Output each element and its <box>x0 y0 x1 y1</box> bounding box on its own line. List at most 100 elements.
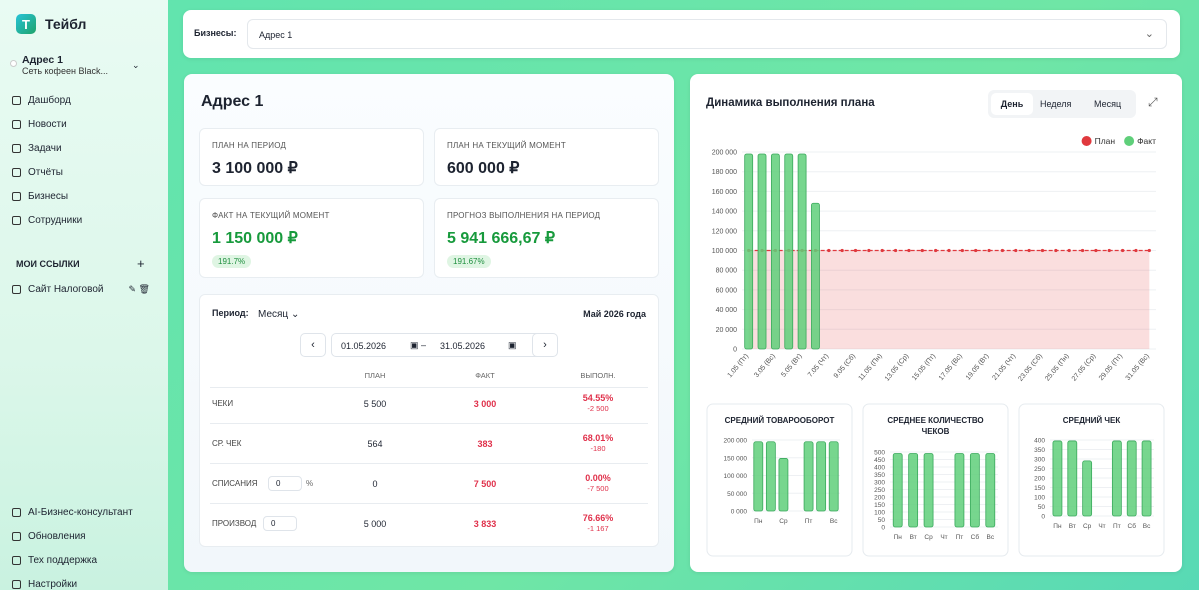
nav-item[interactable]: Дашборд <box>12 95 71 106</box>
x-tick-label: 23.05 (Сб) <box>1017 352 1044 383</box>
account-switcher[interactable]: Адрес 1 Сеть кофеен Black... <box>22 54 108 77</box>
plan-point <box>1080 248 1085 253</box>
y-tick-label: 0 000 <box>731 509 748 516</box>
row-input[interactable]: 0 <box>263 516 297 531</box>
row-plan: 564 <box>367 439 383 449</box>
date-to: 31.05.2026 <box>440 341 486 351</box>
y-tick-label: 450 <box>874 457 885 464</box>
x-tick-label: Пт <box>805 518 813 525</box>
table-header: ВЫПОЛН. <box>580 371 616 380</box>
separator <box>210 423 648 424</box>
links-title: МОИ ССЫЛКИ <box>16 259 80 269</box>
row-fact: 3 833 <box>473 519 497 529</box>
x-tick-label: 19.05 (Вт) <box>965 353 991 382</box>
small-chart-title: СРЕДНИЙ ТОВАРООБОРОТ <box>724 416 835 425</box>
prev-button[interactable]: ‹ <box>300 333 326 357</box>
nav-item[interactable]: Настройки <box>12 579 77 590</box>
y-tick-label: 150 000 <box>724 455 748 462</box>
row-name: СПИСАНИЯ <box>212 479 258 488</box>
plan-point <box>960 248 964 253</box>
y-tick-label: 140 000 <box>712 209 737 216</box>
expand-icon[interactable]: ⤢ <box>1148 95 1158 109</box>
x-tick-label: Чт <box>1098 523 1105 530</box>
bar <box>816 441 827 512</box>
nav-icon <box>12 216 21 225</box>
nav-item[interactable]: Тех поддержка <box>12 555 97 566</box>
filter-label: Бизнесы: <box>194 28 237 38</box>
stat-value: 3 100 000 ₽ <box>212 160 298 177</box>
x-tick-label: 13.05 (Ср) <box>884 353 911 383</box>
period-select[interactable]: Месяц ⌄ <box>258 309 299 320</box>
nav-text: Обновления <box>28 531 86 542</box>
plan-point <box>1054 248 1058 253</box>
x-tick-label: 1.05 (Пт) <box>727 353 751 379</box>
nav-item[interactable]: Бизнесы <box>12 191 68 202</box>
stat-card: ПЛАН НА ТЕКУЩИЙ МОМЕНТ 600 000 ₽ <box>434 128 659 186</box>
tab-active[interactable]: День <box>991 93 1033 115</box>
legend-label: Факт <box>1137 136 1156 146</box>
nav-text: Настройки <box>28 579 78 590</box>
x-tick-label: Ср <box>1083 523 1092 530</box>
bar <box>1052 440 1063 517</box>
y-tick-label: 120 000 <box>712 228 737 235</box>
nav-item[interactable]: Отчёты <box>12 167 63 178</box>
x-tick-label: Вт <box>910 534 917 541</box>
plan-point <box>934 248 938 253</box>
date-from: 01.05.2026 <box>341 341 387 351</box>
row-plan: 5 000 <box>363 519 387 529</box>
filter-select[interactable]: Адрес 1 ⌄ <box>247 19 1167 49</box>
row-name: СР. ЧЕК <box>212 439 242 448</box>
account-flag <box>10 60 17 67</box>
plan-point <box>1067 248 1071 253</box>
table-header: ПЛАН <box>364 371 386 380</box>
plan-point <box>827 248 831 253</box>
y-tick-label: 150 <box>874 502 885 509</box>
bar <box>757 153 767 350</box>
tab[interactable]: Месяц <box>1094 99 1122 109</box>
bar <box>1141 440 1152 517</box>
nav-icon <box>12 120 21 129</box>
row-fact: 383 <box>477 439 493 449</box>
x-tick-label: 21.05 (Чт) <box>991 353 1017 382</box>
link-actions[interactable]: ✎ 🗑 <box>128 284 150 294</box>
row-unit: % <box>306 479 314 488</box>
x-tick-label: 5.05 (Вт) <box>780 353 803 379</box>
add-link[interactable]: + <box>137 256 145 271</box>
bar <box>770 153 780 350</box>
bar <box>1082 460 1093 517</box>
nav-icon <box>12 556 21 565</box>
row-percent: 76.66% <box>582 513 614 523</box>
dynamics-title: Динамика выполнения плана <box>706 97 875 109</box>
plan-point <box>920 248 924 253</box>
nav-item[interactable]: Сотрудники <box>12 215 82 226</box>
nav-item[interactable]: AI-Бизнес-консультант <box>12 507 133 518</box>
stat-card: ФАКТ НА ТЕКУЩИЙ МОМЕНТ 1 150 000 ₽ 191.7% <box>199 198 424 278</box>
bar <box>753 441 764 512</box>
stat-badge: 191.7% <box>212 255 252 268</box>
plan-area <box>748 250 1150 349</box>
nav-item[interactable]: Новости <box>12 119 67 130</box>
stat-value: 1 150 000 ₽ <box>212 230 298 247</box>
date-range[interactable]: 01.05.2026 ▣ – 31.05.2026 ▣ <box>331 333 553 357</box>
x-tick-label: Вс <box>986 534 994 541</box>
legend-label: План <box>1095 136 1116 146</box>
plan-point <box>907 248 911 253</box>
nav-item[interactable]: Задачи <box>12 143 62 154</box>
y-tick-label: 0 <box>1041 514 1045 521</box>
next-button[interactable]: › <box>532 333 558 357</box>
bar <box>985 453 996 528</box>
link-item[interactable]: Сайт Налоговой ✎ 🗑 <box>12 284 150 295</box>
nav-item[interactable]: Обновления <box>12 531 86 542</box>
row-input[interactable]: 0 <box>268 476 302 491</box>
y-tick-label: 50 <box>878 517 886 524</box>
nav-text: Сотрудники <box>28 215 83 226</box>
tab[interactable]: Неделя <box>1040 99 1072 109</box>
y-tick-label: 0 <box>881 525 885 532</box>
bar <box>1126 440 1137 517</box>
small-chart-title: СРЕДНЕЕ КОЛИЧЕСТВО ЧЕКОВ <box>887 416 984 436</box>
y-tick-label: 200 <box>874 495 885 502</box>
calendar-icon: ▣ – <box>410 340 427 350</box>
y-tick-label: 60 000 <box>716 287 738 294</box>
plan-point <box>1014 248 1018 253</box>
